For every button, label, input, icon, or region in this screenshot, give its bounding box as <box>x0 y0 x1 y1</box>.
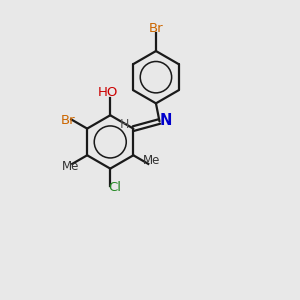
Text: Br: Br <box>60 114 75 127</box>
Text: Me: Me <box>142 154 160 167</box>
Text: H: H <box>120 118 129 131</box>
Text: HO: HO <box>98 86 118 99</box>
Text: N: N <box>159 113 172 128</box>
Text: Br: Br <box>148 22 163 35</box>
Text: Cl: Cl <box>108 181 121 194</box>
Text: Me: Me <box>62 160 80 173</box>
